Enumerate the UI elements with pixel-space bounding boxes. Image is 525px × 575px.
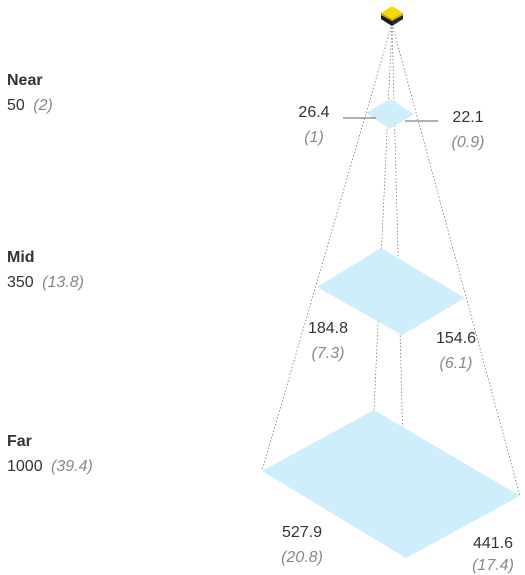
- mid-width-value: 184.8: [308, 320, 348, 337]
- frustum-line-left: [261, 23, 393, 472]
- mid-width-alt: (7.3): [312, 345, 345, 362]
- level-name: Mid: [7, 249, 35, 266]
- level-distance: 1000 (39.4): [7, 458, 93, 475]
- camera-top-side: [381, 13, 392, 21]
- near-width-alt: (1): [304, 129, 324, 146]
- distance-alt-value: (2): [33, 97, 53, 114]
- far-width-alt: (20.8): [281, 549, 323, 566]
- level-name: Far: [7, 433, 32, 450]
- mid-height-value: 154.6: [436, 330, 476, 347]
- near-width-value: 26.4: [298, 104, 329, 121]
- level-label-near: Near 50 (2): [7, 72, 53, 114]
- distance-value: 1000: [7, 458, 43, 475]
- distance-alt-value: (39.4): [51, 458, 93, 475]
- near-plane: [366, 99, 414, 129]
- far-width-value: 527.9: [282, 524, 322, 541]
- level-label-mid: Mid 350 (13.8): [7, 249, 84, 291]
- camera-top-side-right: [392, 13, 403, 21]
- far-height-value: 441.6: [473, 535, 513, 552]
- level-distance: 350 (13.8): [7, 274, 84, 291]
- level-distance: 50 (2): [7, 97, 53, 114]
- distance-value: 50: [7, 97, 25, 114]
- frustum-line-right: [391, 23, 521, 497]
- distance-value: 350: [7, 274, 34, 291]
- mid-plane: [317, 248, 465, 335]
- level-label-far: Far 1000 (39.4): [7, 433, 93, 475]
- mid-height-alt: (6.1): [440, 355, 473, 372]
- near-height-alt: (0.9): [452, 134, 485, 151]
- camera-top: [381, 6, 403, 19]
- far-plane: [262, 410, 520, 558]
- camera-icon: [381, 6, 403, 26]
- level-name: Near: [7, 72, 43, 89]
- far-height-alt: (17.4): [472, 557, 514, 574]
- frustum-line-back: [373, 23, 393, 411]
- near-height-value: 22.1: [452, 109, 483, 126]
- distance-alt-value: (13.8): [42, 274, 84, 291]
